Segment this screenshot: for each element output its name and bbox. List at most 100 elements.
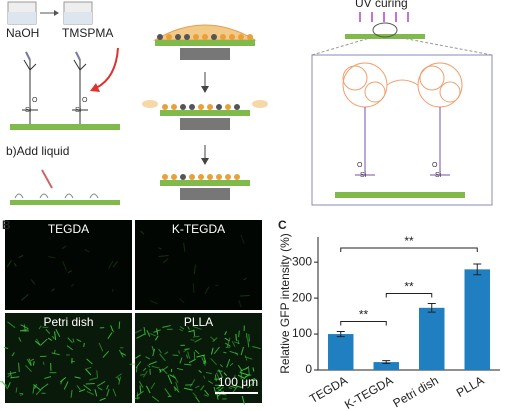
particle bbox=[247, 34, 253, 40]
particle bbox=[171, 104, 177, 110]
bar bbox=[373, 362, 399, 370]
cell bbox=[86, 358, 93, 365]
atom-label: O bbox=[82, 97, 88, 104]
bar bbox=[464, 269, 490, 370]
cell bbox=[247, 338, 250, 348]
cell bbox=[167, 374, 173, 385]
cell bbox=[51, 335, 55, 340]
cell bbox=[135, 367, 138, 373]
cell bbox=[229, 350, 238, 355]
particle bbox=[162, 174, 168, 180]
cell bbox=[136, 333, 146, 339]
cell bbox=[179, 298, 185, 304]
cell bbox=[135, 354, 141, 359]
cell bbox=[45, 328, 51, 334]
cell bbox=[146, 330, 151, 337]
cell bbox=[225, 346, 231, 348]
cell bbox=[7, 382, 11, 388]
cell bbox=[70, 389, 73, 398]
cell bbox=[142, 370, 148, 378]
x-tick-label: Petri dish bbox=[391, 373, 441, 410]
cell bbox=[245, 366, 249, 370]
x-tick-label: K-TEGDA bbox=[342, 373, 395, 411]
cell bbox=[89, 377, 98, 381]
cell bbox=[107, 332, 113, 340]
cell bbox=[148, 361, 157, 366]
cell bbox=[152, 348, 156, 357]
cell bbox=[179, 328, 183, 332]
cell bbox=[187, 326, 190, 330]
error-bar bbox=[336, 331, 345, 338]
cell bbox=[96, 370, 99, 378]
cell bbox=[102, 350, 109, 358]
cell bbox=[230, 385, 237, 389]
cell bbox=[241, 395, 245, 405]
cell bbox=[192, 392, 197, 397]
cell bbox=[150, 300, 158, 305]
significance-bracket bbox=[340, 247, 478, 252]
cell bbox=[203, 355, 207, 364]
cell bbox=[83, 342, 85, 347]
reagent-label: TMSPMA bbox=[62, 26, 113, 40]
cell bbox=[72, 338, 75, 343]
cell bbox=[184, 363, 192, 366]
cell bbox=[66, 345, 73, 351]
cell bbox=[226, 358, 231, 368]
cell bbox=[244, 374, 252, 378]
cell bbox=[179, 326, 185, 330]
cell bbox=[187, 351, 191, 359]
cell bbox=[9, 371, 13, 379]
cell bbox=[13, 263, 17, 267]
cell bbox=[67, 270, 72, 274]
cell bbox=[200, 385, 205, 391]
cell bbox=[188, 358, 196, 364]
atom-label: Si bbox=[435, 172, 442, 179]
cell bbox=[158, 247, 162, 250]
cell bbox=[138, 381, 144, 388]
cell bbox=[33, 384, 42, 391]
cell bbox=[30, 279, 36, 285]
atom-label: O bbox=[432, 162, 438, 169]
cell bbox=[117, 377, 120, 382]
particle bbox=[193, 34, 199, 40]
atom-label: Si bbox=[25, 107, 32, 114]
cell bbox=[214, 374, 217, 382]
cell bbox=[208, 380, 213, 385]
cell bbox=[62, 261, 67, 271]
particle bbox=[216, 174, 222, 180]
particle bbox=[198, 174, 204, 180]
particle bbox=[157, 34, 163, 40]
cell bbox=[139, 374, 145, 376]
cell bbox=[83, 384, 92, 392]
cell bbox=[158, 255, 169, 257]
particle bbox=[175, 34, 181, 40]
uv-label: UV curing bbox=[355, 0, 408, 10]
cell bbox=[34, 340, 41, 346]
cell bbox=[218, 369, 224, 378]
cell bbox=[151, 365, 160, 369]
cell bbox=[35, 338, 41, 345]
cell bbox=[35, 387, 44, 396]
cell bbox=[195, 385, 200, 389]
cell bbox=[192, 325, 202, 330]
y-axis-label: Relative GFP intensity (%) bbox=[278, 233, 292, 374]
cell bbox=[235, 334, 237, 341]
cell bbox=[252, 367, 255, 372]
particle bbox=[225, 174, 231, 180]
cell bbox=[11, 352, 15, 357]
cell bbox=[154, 335, 159, 341]
cell bbox=[198, 370, 202, 374]
particle bbox=[198, 104, 204, 110]
cell bbox=[237, 339, 240, 344]
cell bbox=[204, 286, 210, 295]
cell bbox=[21, 293, 29, 301]
cell bbox=[238, 330, 240, 338]
significance-label: ** bbox=[359, 308, 369, 322]
cell bbox=[213, 346, 220, 355]
error-bar bbox=[427, 303, 436, 313]
cell bbox=[248, 334, 251, 342]
cell bbox=[244, 355, 248, 361]
cell bbox=[179, 357, 183, 364]
cell bbox=[118, 349, 124, 358]
cell bbox=[140, 230, 145, 235]
